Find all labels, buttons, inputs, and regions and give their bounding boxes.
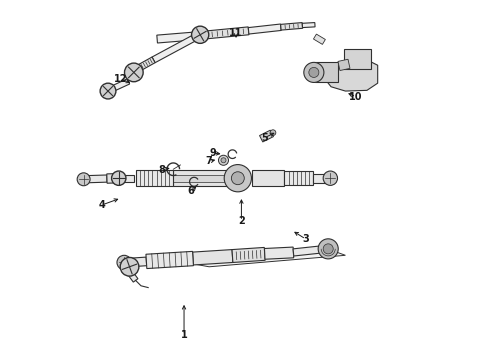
- Polygon shape: [193, 249, 233, 265]
- FancyBboxPatch shape: [343, 49, 370, 69]
- Circle shape: [219, 155, 228, 165]
- Polygon shape: [324, 58, 378, 91]
- Circle shape: [309, 67, 319, 77]
- Circle shape: [117, 255, 131, 270]
- Polygon shape: [314, 34, 325, 44]
- Text: 9: 9: [209, 148, 216, 158]
- Polygon shape: [248, 24, 281, 34]
- Circle shape: [323, 244, 333, 254]
- Polygon shape: [315, 62, 338, 82]
- Circle shape: [77, 173, 90, 186]
- Circle shape: [100, 83, 116, 99]
- Polygon shape: [293, 245, 327, 256]
- Circle shape: [192, 26, 209, 43]
- Text: 7: 7: [206, 156, 213, 166]
- Polygon shape: [152, 32, 202, 63]
- Polygon shape: [173, 175, 238, 182]
- Text: 4: 4: [98, 200, 105, 210]
- Circle shape: [323, 171, 338, 185]
- Polygon shape: [146, 251, 194, 269]
- Polygon shape: [265, 247, 294, 259]
- Circle shape: [124, 63, 143, 82]
- Text: 5: 5: [261, 133, 268, 143]
- Circle shape: [231, 172, 245, 185]
- Polygon shape: [196, 27, 249, 40]
- Polygon shape: [302, 23, 315, 28]
- Polygon shape: [252, 170, 285, 186]
- Polygon shape: [130, 257, 147, 267]
- Polygon shape: [281, 23, 303, 30]
- Text: 11: 11: [229, 28, 243, 38]
- Polygon shape: [136, 170, 173, 186]
- Circle shape: [221, 158, 226, 163]
- Polygon shape: [285, 171, 313, 185]
- Text: 1: 1: [181, 330, 187, 340]
- Text: 8: 8: [158, 165, 165, 175]
- Polygon shape: [109, 79, 130, 92]
- Polygon shape: [313, 174, 327, 183]
- Polygon shape: [122, 175, 134, 182]
- Text: 10: 10: [349, 92, 363, 102]
- Text: 12: 12: [114, 74, 127, 84]
- Text: 2: 2: [238, 216, 245, 226]
- Circle shape: [112, 171, 126, 185]
- Polygon shape: [127, 270, 138, 282]
- Polygon shape: [338, 59, 350, 71]
- Polygon shape: [232, 247, 265, 262]
- Circle shape: [304, 62, 324, 82]
- Polygon shape: [173, 170, 238, 186]
- Circle shape: [120, 257, 139, 276]
- Polygon shape: [260, 130, 273, 142]
- Circle shape: [318, 239, 338, 259]
- Circle shape: [224, 165, 251, 192]
- Polygon shape: [107, 174, 118, 183]
- Text: 3: 3: [303, 234, 309, 244]
- Polygon shape: [157, 32, 197, 43]
- Text: 6: 6: [188, 186, 195, 197]
- Polygon shape: [136, 57, 155, 72]
- Polygon shape: [170, 249, 345, 267]
- Circle shape: [270, 130, 276, 135]
- Polygon shape: [84, 175, 107, 183]
